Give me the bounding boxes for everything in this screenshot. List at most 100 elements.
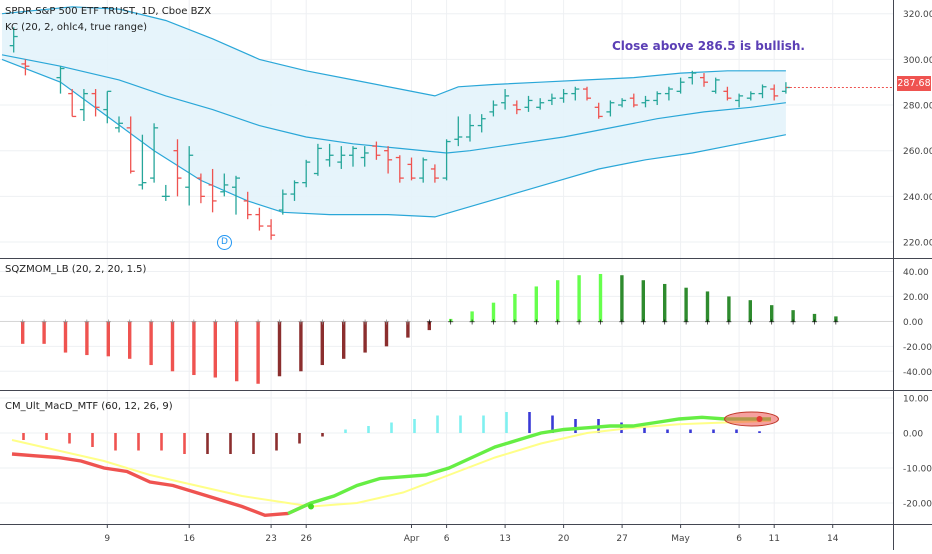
ohlc-bar <box>430 164 439 183</box>
symbol-title[interactable]: SPDR S&P 500 ETF TRUST, 1D, Cboe BZX <box>5 6 212 17</box>
sqz-cross-marker: + <box>661 317 668 326</box>
sqz-cross-marker: + <box>383 317 390 326</box>
ohlc-bar <box>512 100 521 115</box>
sqz-cross-marker: + <box>319 317 326 326</box>
ohlc-bar <box>161 184 170 201</box>
ohlc-bar <box>419 157 428 183</box>
ohlc-bar <box>103 90 112 124</box>
ohlc-bar <box>325 143 334 167</box>
kc-indicator-label[interactable]: KC (20, 2, ohlc4, true range) <box>5 22 148 33</box>
ohlc-bar <box>770 84 779 101</box>
sqz-cross-marker: + <box>554 317 561 326</box>
ohlc-bar <box>150 123 159 183</box>
x-tick-label: May <box>671 534 690 544</box>
x-tick-label: 23 <box>265 534 276 544</box>
sqz-cross-marker: + <box>276 317 283 326</box>
ohlc-bar <box>56 66 65 94</box>
sqz-cross-marker: + <box>811 317 818 326</box>
ohlc-bar <box>700 73 708 87</box>
sqz-cross-marker: + <box>790 317 797 326</box>
ohlc-bar <box>290 180 299 201</box>
ohlc-bar <box>349 146 357 167</box>
ohlc-bar <box>489 100 498 117</box>
sqzmom-indicator-label[interactable]: SQZMOM_LB (20, 2, 20, 1.5) <box>5 264 147 275</box>
y-tick-label: 300.00 <box>903 56 932 66</box>
sqz-cross-marker: + <box>298 317 305 326</box>
ohlc-bar <box>337 146 346 169</box>
x-tick-label: 6 <box>444 534 450 544</box>
sqz-cross-marker: + <box>126 317 133 326</box>
sqz-cross-marker: + <box>255 317 262 326</box>
ohlc-bar <box>138 134 147 190</box>
x-tick-label: Apr <box>404 534 420 544</box>
y-tick-label: 40.00 <box>903 268 929 278</box>
ohlc-bar <box>255 207 264 231</box>
sqz-cross-marker: + <box>490 317 497 326</box>
ohlc-bar <box>91 89 100 117</box>
keltner-channel-fill <box>2 6 786 217</box>
ohlc-bar <box>688 70 697 85</box>
x-tick-label: 9 <box>104 534 110 544</box>
sqz-cross-marker: + <box>619 317 626 326</box>
ohlc-bar <box>536 98 545 110</box>
ohlc-bar <box>664 86 673 101</box>
ohlc-bar <box>758 84 767 99</box>
ohlc-bar <box>559 89 568 103</box>
y-tick-label: 320.00 <box>903 10 932 20</box>
price-pane[interactable] <box>1 6 893 240</box>
x-tick-label: 26 <box>300 534 312 544</box>
ohlc-bar <box>524 95 533 112</box>
sqz-cross-marker: + <box>19 317 26 326</box>
ohlc-bar <box>360 146 369 167</box>
macd-pane[interactable] <box>11 411 779 518</box>
ohlc-bar <box>641 95 650 108</box>
y-tick-label: 240.00 <box>903 193 932 203</box>
y-tick-label: 220.00 <box>903 239 932 249</box>
dividend-event-letter: D <box>221 237 228 247</box>
sqz-cross-marker: + <box>212 317 219 326</box>
sqz-cross-marker: + <box>726 317 733 326</box>
y-tick-label: -10.00 <box>903 465 932 475</box>
sqz-cross-marker: + <box>169 317 176 326</box>
ohlc-bar <box>68 89 77 118</box>
keltner-lower-band <box>1 58 787 218</box>
y-tick-label: -20.00 <box>903 343 932 353</box>
ohlc-bar <box>21 59 30 76</box>
ohlc-bar <box>302 159 311 188</box>
sqz-cross-marker: + <box>512 317 519 326</box>
ohlc-bar <box>407 157 416 181</box>
ohlc-bar <box>196 173 205 204</box>
sqz-cross-marker: + <box>640 317 647 326</box>
bearish-cross-dot <box>756 416 763 422</box>
sqz-cross-marker: + <box>533 317 540 326</box>
x-tick-label: 20 <box>558 534 570 544</box>
sqz-cross-marker: + <box>148 317 155 326</box>
sqz-cross-marker: + <box>426 317 433 326</box>
sqz-cross-marker: + <box>362 317 369 326</box>
sqz-cross-marker: + <box>191 317 198 326</box>
ohlc-bar <box>372 141 381 160</box>
y-tick-label: 0.00 <box>903 430 923 440</box>
ohlc-bar <box>501 89 510 110</box>
ohlc-bar <box>185 146 194 206</box>
macd-signal-line <box>11 419 772 508</box>
sqz-cross-marker: + <box>597 317 604 326</box>
sqz-cross-marker: + <box>683 317 690 326</box>
x-tick-label: 13 <box>499 534 510 544</box>
macd-indicator-label[interactable]: CM_Ult_MacD_MTF (60, 12, 26, 9) <box>5 401 173 412</box>
ohlc-bar <box>442 139 451 181</box>
sqz-cross-marker: + <box>105 317 112 326</box>
ohlc-bar <box>115 116 123 133</box>
ohlc-bar <box>220 173 229 197</box>
ohlc-bar <box>653 91 662 106</box>
squeeze-momentum-pane[interactable]: + + + + + + + + + + + + + + + + + + + + + + + + + + + + + + + + + + + + + + + <box>0 273 893 384</box>
dividend-event-marker[interactable]: D <box>217 235 232 250</box>
sqz-cross-marker: + <box>84 317 91 326</box>
ohlc-bar <box>79 89 88 122</box>
y-tick-label: -40.00 <box>903 368 932 378</box>
y-tick-label: -20.00 <box>903 500 932 510</box>
x-tick-label: 16 <box>183 534 195 544</box>
ohlc-bar <box>746 91 755 101</box>
